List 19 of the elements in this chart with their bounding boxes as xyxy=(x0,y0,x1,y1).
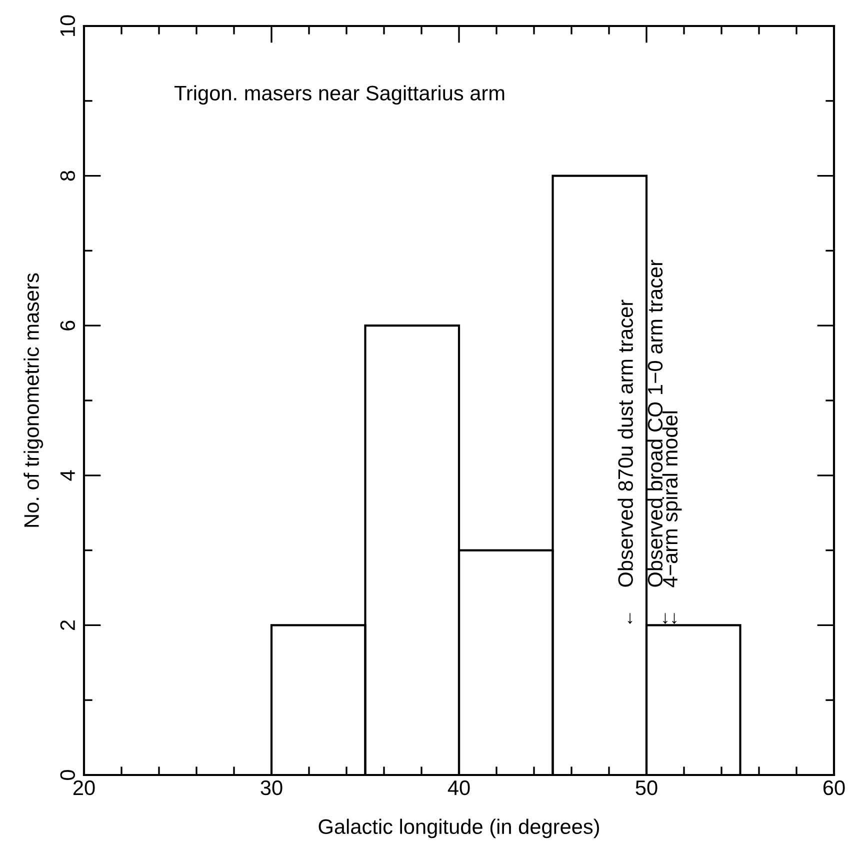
y-axis-title: No. of trigonometric masers xyxy=(24,273,44,527)
annotation: ↓↓ xyxy=(663,613,676,624)
y-tick-label: 6 xyxy=(60,320,76,330)
x-tick-label: 50 xyxy=(636,780,658,796)
x-tick-label: 30 xyxy=(260,780,282,796)
y-tick-label: 10 xyxy=(60,15,76,36)
y-tick-label: 2 xyxy=(60,620,75,630)
annotation: Observed broad CO 1−0 arm tracer xyxy=(647,260,663,587)
y-tick-label: 4 xyxy=(60,470,75,481)
text: Trigon. masers near Sagittarius arm xyxy=(174,85,504,105)
x-tick-label: 40 xyxy=(448,780,470,796)
annotation: Observed 870u dust arm tracer xyxy=(618,300,633,587)
x-axis-title: Galactic longitude (in degrees) xyxy=(318,818,599,838)
y-tick-label: 0 xyxy=(60,770,76,780)
annotation: ↓ xyxy=(628,613,632,624)
annotation: 4−arm spiral model xyxy=(662,411,682,588)
x-tick-label: 20 xyxy=(73,780,95,796)
x-tick-label: 60 xyxy=(823,780,845,796)
y-tick-label: 8 xyxy=(60,170,76,181)
